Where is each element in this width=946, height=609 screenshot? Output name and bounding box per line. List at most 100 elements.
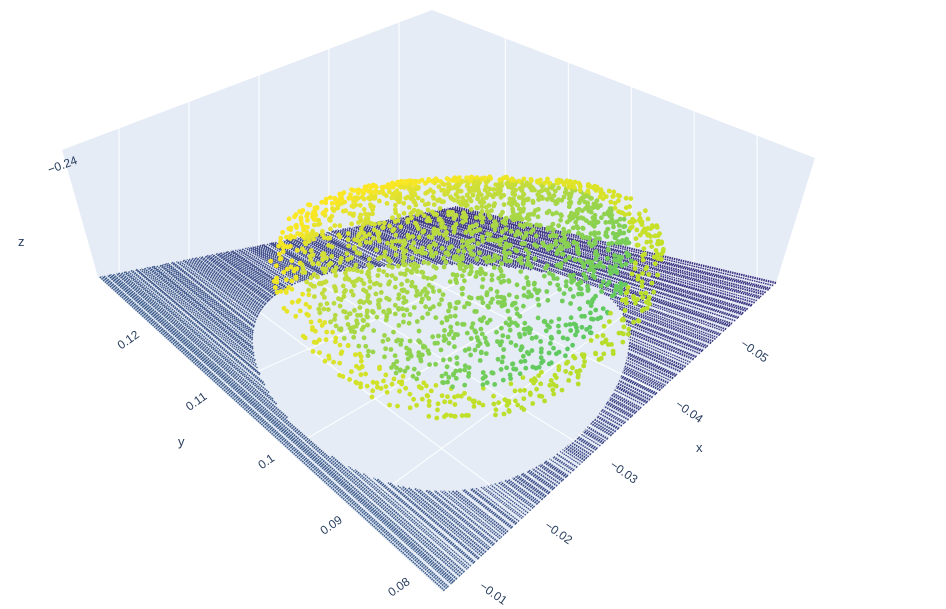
disc-point [300, 266, 306, 271]
floor-point-streak [490, 484, 529, 514]
disc-point [466, 396, 472, 401]
floor-point-streak [469, 488, 517, 525]
disc-point [491, 401, 497, 407]
disc-point [609, 217, 615, 222]
disc-point [480, 370, 486, 375]
disc-point [404, 179, 410, 184]
disc-point [498, 212, 504, 218]
disc-point [315, 222, 321, 228]
disc-point [296, 298, 302, 303]
disc-point [349, 221, 354, 227]
disc-point [402, 272, 408, 277]
disc-point [476, 193, 481, 199]
disc-point [363, 219, 368, 225]
disc-point [492, 227, 498, 233]
disc-point [425, 201, 431, 207]
disc-point [466, 365, 472, 370]
disc-point [392, 246, 398, 252]
disc-point [481, 199, 487, 205]
floor-point-streak [152, 265, 254, 348]
disc-point [495, 294, 500, 300]
disc-point [625, 253, 631, 259]
floor-point-streak [531, 467, 558, 487]
disc-point [634, 227, 640, 233]
disc-point [515, 402, 521, 408]
disc-point [457, 266, 463, 271]
disc-point [302, 224, 308, 230]
disc-point [292, 234, 297, 240]
disc-point [503, 215, 509, 221]
floor-point-streak [211, 253, 273, 299]
disc-point [498, 367, 504, 372]
disc-point [593, 350, 598, 356]
disc-point [370, 349, 376, 355]
disc-point [405, 219, 411, 225]
disc-point [414, 402, 419, 408]
disc-point [378, 255, 383, 260]
floor-point-streak [158, 264, 254, 341]
disc-point [332, 223, 338, 229]
disc-point [494, 329, 499, 335]
disc-point [560, 231, 566, 237]
disc-point [283, 290, 289, 295]
disc-point [599, 289, 604, 294]
disc-point [523, 247, 529, 253]
disc-point [318, 302, 323, 308]
disc-point [332, 312, 338, 318]
disc-point [621, 331, 626, 337]
floor-point-streak [463, 488, 514, 529]
floor-point-streak [595, 416, 619, 430]
disc-point [599, 340, 605, 346]
disc-point [348, 328, 354, 334]
z-axis-title: z [18, 234, 25, 249]
disc-point [352, 266, 357, 271]
disc-point [395, 263, 401, 269]
disc-point [586, 204, 592, 210]
disc-point [563, 322, 569, 328]
floor-point-streak [616, 385, 649, 403]
disc-point [384, 272, 390, 278]
disc-point [655, 233, 661, 239]
disc-point [581, 262, 587, 267]
floor-point-streak [428, 211, 752, 307]
disc-point [522, 241, 527, 247]
disc-point [310, 261, 316, 267]
disc-point [358, 358, 364, 364]
disc-point [513, 187, 518, 193]
disc-point [400, 258, 406, 264]
disc-point [570, 342, 575, 348]
disc-point [502, 235, 508, 241]
floor-point-streak [590, 422, 613, 437]
disc-point [518, 269, 524, 274]
disc-point [513, 232, 518, 238]
disc-point [389, 243, 395, 249]
disc-point [398, 224, 404, 230]
floor-point-streak [414, 214, 739, 320]
disc-point [554, 178, 560, 184]
disc-point [566, 192, 572, 198]
disc-point [536, 302, 542, 308]
disc-point [471, 180, 477, 186]
disc-point [425, 178, 431, 184]
disc-point [398, 184, 404, 190]
disc-point [448, 244, 454, 250]
disc-point [291, 268, 297, 274]
disc-point [566, 184, 572, 190]
disc-point [600, 191, 606, 197]
disc-point [401, 295, 407, 300]
disc-point [494, 289, 500, 295]
disc-point [354, 380, 360, 386]
disc-point [644, 265, 649, 270]
disc-point [478, 295, 484, 301]
disc-point [409, 279, 415, 285]
disc-point [472, 347, 478, 353]
disc-point [489, 370, 495, 376]
disc-point [392, 302, 398, 308]
disc-point [501, 295, 507, 301]
disc-point [358, 312, 363, 318]
disc-point [319, 199, 325, 205]
disc-point [418, 210, 424, 215]
disc-point [611, 189, 617, 195]
disc-point [456, 262, 462, 268]
